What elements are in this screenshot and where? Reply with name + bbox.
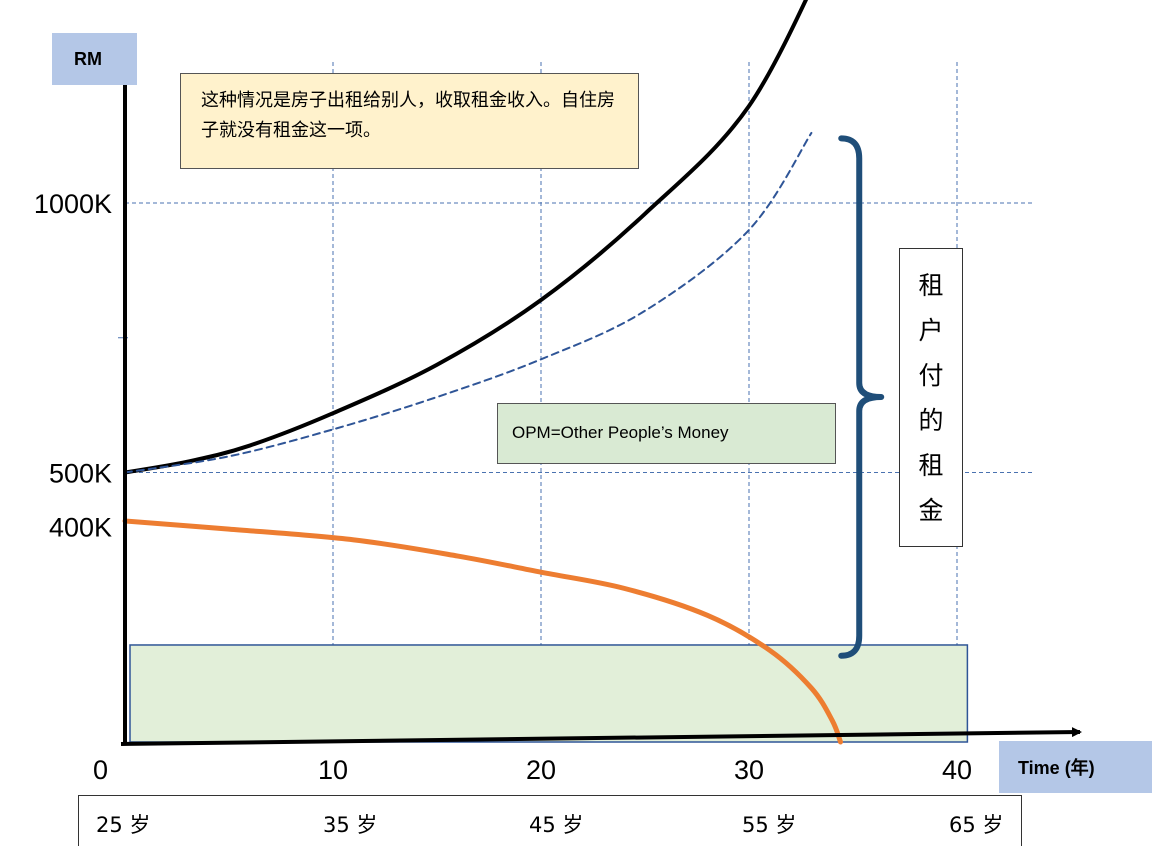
x-tick-label: 20 — [526, 755, 556, 785]
age-label: 25 岁 — [96, 813, 151, 837]
y-tick-label: 500K — [49, 459, 112, 489]
x-axis-title-bg — [999, 741, 1152, 793]
curly-brace — [838, 135, 885, 659]
age-label: 45 岁 — [529, 813, 584, 837]
series-dashed-blue-line — [124, 131, 813, 474]
series-solid-black-line — [123, 0, 809, 475]
x-tick-label: 40 — [942, 755, 972, 785]
age-label: 35 岁 — [323, 813, 378, 837]
opm-note: OPM=Other People’s Money — [497, 403, 836, 464]
axes-layer — [120, 50, 1082, 746]
tick-layer: 0 10 20 30 40 400K 500K 1000K — [34, 189, 972, 785]
y-tick-label: 400K — [49, 512, 112, 542]
series-solid-orange-line — [122, 518, 844, 745]
x-tick-label: 0 — [93, 755, 108, 785]
series-layer — [122, 0, 844, 745]
shaded-band — [129, 644, 969, 743]
x-tick-label: 30 — [734, 755, 764, 785]
age-row: 25 岁 35 岁 45 岁 55 岁 65 岁 — [78, 795, 1022, 846]
x-tick-label: 10 — [318, 755, 348, 785]
y-axis-title: RM — [74, 49, 102, 69]
rent-note: 这种情况是房子出租给别人，收取租金收入。自住房子就没有租金这一项。 — [180, 73, 639, 169]
band-layer — [129, 644, 969, 743]
age-label: 65 岁 — [949, 813, 1004, 837]
x-axis — [120, 727, 1082, 746]
tenant-rent-note: 租户付的租金 — [899, 248, 963, 547]
x-axis-title: Time (年) — [1018, 757, 1095, 778]
y-axis-title-bg — [52, 33, 137, 85]
age-label: 55 岁 — [742, 813, 797, 837]
y-tick-label: 1000K — [34, 189, 112, 219]
brace-layer — [838, 135, 885, 659]
